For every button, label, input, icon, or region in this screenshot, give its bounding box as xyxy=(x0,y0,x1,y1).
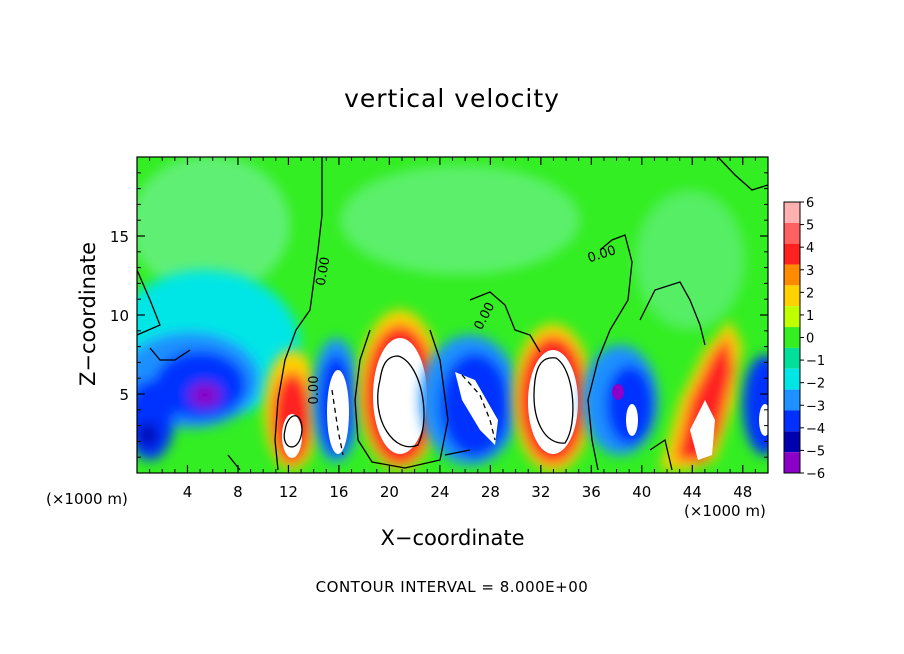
x-tick-label: 12 xyxy=(279,483,298,501)
colorbar-label: 3 xyxy=(806,264,814,279)
y-tick-label: 5 xyxy=(119,386,129,404)
x-tick-label: 24 xyxy=(430,483,449,501)
colorbar-swatch xyxy=(784,202,800,223)
colorbar-swatch xyxy=(784,452,800,473)
y-tick-label: 15 xyxy=(110,228,129,246)
x-tick-label: 48 xyxy=(733,483,752,501)
colorbar-swatch xyxy=(784,285,800,307)
contour-label: 0.00 xyxy=(314,256,334,287)
colorbar-swatch xyxy=(784,347,800,369)
colorbar-swatch xyxy=(784,389,800,411)
x-tick-label: 40 xyxy=(632,483,651,501)
x-unit-label-left: (×1000 m) xyxy=(46,490,128,508)
x-tick-label: 4 xyxy=(183,483,193,501)
colorbar-swatch xyxy=(784,264,800,286)
x-tick-label: 32 xyxy=(531,483,550,501)
x-tick-label: 8 xyxy=(233,483,243,501)
y-tick-label: 10 xyxy=(110,307,129,325)
colorbar-label: 1 xyxy=(806,309,814,324)
contour-lines xyxy=(137,157,768,471)
contour-interval-note: CONTOUR INTERVAL = 8.000E+00 xyxy=(315,578,589,596)
heatmap-field xyxy=(137,157,768,473)
x-unit-label-right: (×1000 m) xyxy=(684,502,766,520)
x-axis: 4 8 12 16 20 24 28 32 36 40 44 48 xyxy=(149,157,756,501)
colorbar-label: 0 xyxy=(806,332,814,347)
colorbar-label: −6 xyxy=(806,467,825,482)
x-tick-label: 28 xyxy=(481,483,500,501)
x-tick-label: 36 xyxy=(582,483,601,501)
colorbar-swatch xyxy=(784,306,800,328)
colorbar-label: −1 xyxy=(806,354,825,369)
colorbar-label: −5 xyxy=(806,444,825,459)
chart-title: vertical velocity xyxy=(344,84,560,113)
colorbar-swatch xyxy=(784,431,800,453)
colorbar-label: −4 xyxy=(806,422,825,437)
y-axis: 5 10 15 xyxy=(110,172,768,458)
colorbar-swatch xyxy=(784,222,800,244)
colorbar-swatch xyxy=(784,410,800,432)
colorbar: 6 5 4 3 2 1 0 −1 −2 −3 −4 −5 −6 xyxy=(783,196,825,482)
y-axis-label: Z−coordinate xyxy=(76,242,100,386)
colorbar-label: 5 xyxy=(806,219,814,234)
x-tick-label: 44 xyxy=(683,483,702,501)
colorbar-swatch xyxy=(784,368,800,390)
x-tick-label: 16 xyxy=(329,483,348,501)
x-axis-label: X−coordinate xyxy=(380,526,525,550)
x-tick-label: 20 xyxy=(380,483,399,501)
colorbar-swatch xyxy=(784,243,800,265)
colorbar-label: −2 xyxy=(806,377,825,392)
contour-label: 0.00 xyxy=(307,376,322,405)
colorbar-label: 2 xyxy=(806,286,814,301)
colorbar-label: 6 xyxy=(806,196,814,211)
colorbar-swatch xyxy=(784,327,800,348)
colorbar-label: −3 xyxy=(806,399,825,414)
colorbar-label: 4 xyxy=(806,241,814,256)
